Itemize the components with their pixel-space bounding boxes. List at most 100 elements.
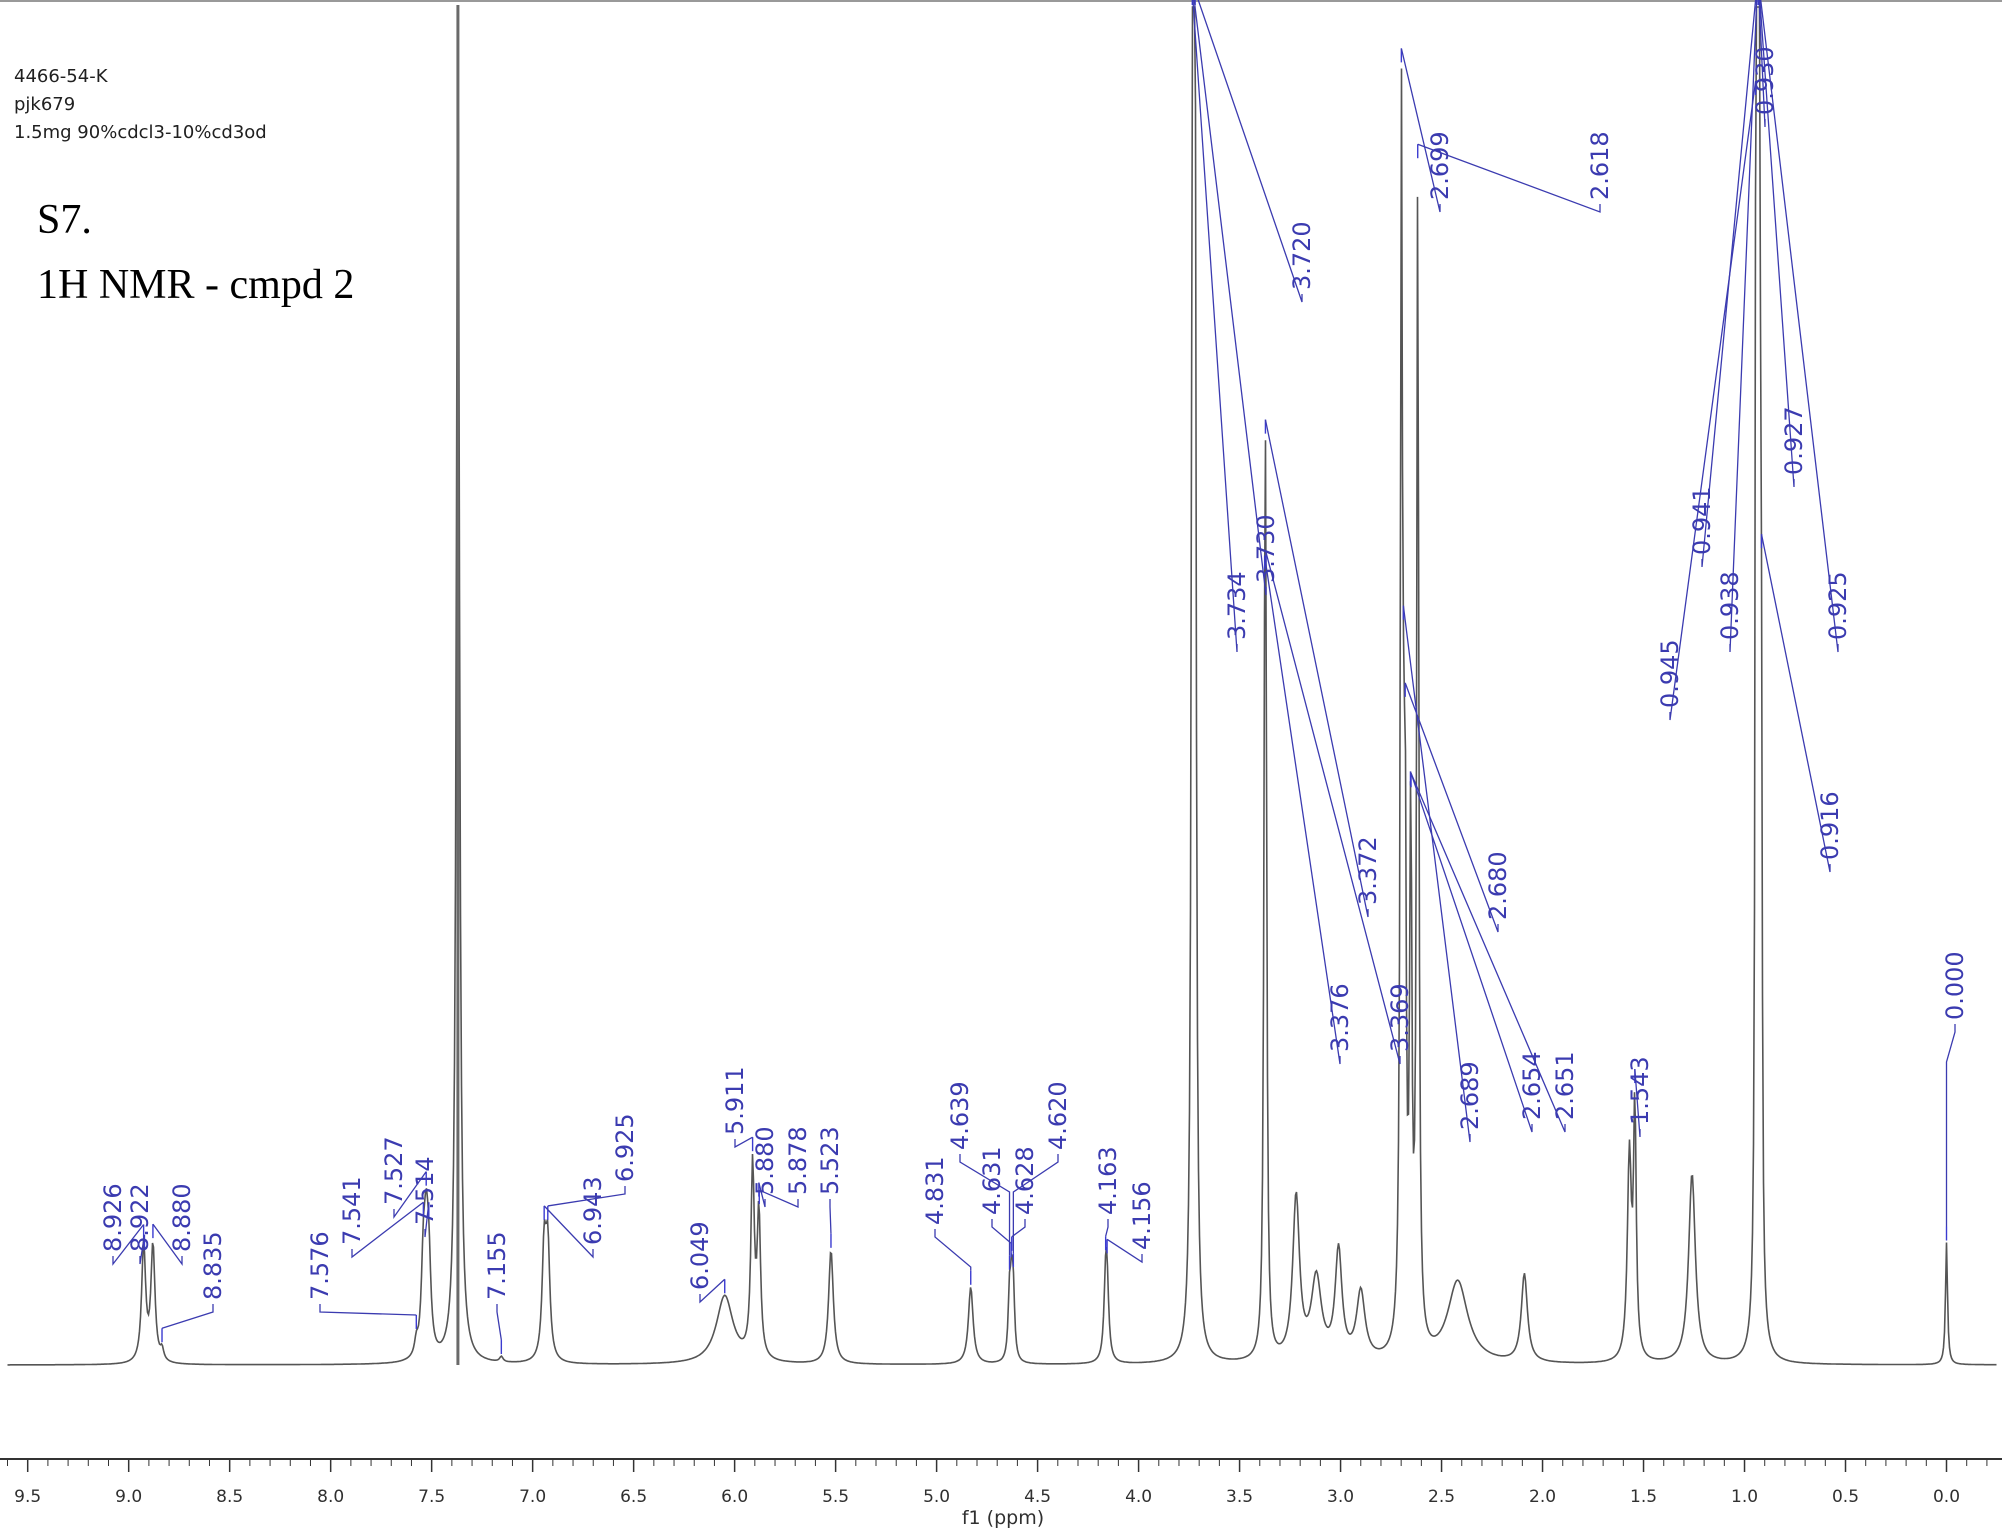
peak-label: 6.049 xyxy=(686,1221,714,1290)
peak-label: 2.680 xyxy=(1484,851,1512,920)
peak-label: 5.878 xyxy=(784,1126,812,1195)
spectrum-trace xyxy=(7,6,1997,1366)
peak-leader xyxy=(1409,771,1533,1133)
peak-label: 0.927 xyxy=(1780,406,1808,475)
peak-label: 3.720 xyxy=(1288,221,1316,290)
peak-leader xyxy=(1759,0,1795,488)
peak-leader xyxy=(699,1278,726,1304)
peak-label: 3.376 xyxy=(1326,983,1354,1052)
peak-label: 2.651 xyxy=(1551,1051,1579,1120)
x-tick-label: 7.0 xyxy=(519,1487,546,1507)
x-tick-label: 4.5 xyxy=(1024,1487,1051,1507)
peak-leader xyxy=(1758,0,1766,128)
peak-leader xyxy=(152,1223,183,1266)
peak-label: 8.880 xyxy=(168,1183,196,1252)
peak-leader xyxy=(1410,772,1566,1133)
x-tick-label: 3.0 xyxy=(1327,1487,1354,1507)
peak-leader xyxy=(1197,0,1303,303)
peak-leader xyxy=(112,1224,145,1266)
peak-leader xyxy=(1263,555,1341,1065)
peak-leader xyxy=(161,1304,214,1329)
peak-leader xyxy=(1669,80,1757,721)
peak-label: 3.369 xyxy=(1386,983,1414,1052)
x-axis-label: f1 (ppm) xyxy=(962,1507,1044,1529)
peak-leader xyxy=(1192,0,1238,653)
figure-label: S7. xyxy=(37,197,92,243)
peak-label: 7.527 xyxy=(380,1136,408,1205)
peak-label: 7.576 xyxy=(306,1231,334,1300)
peak-label: 2.654 xyxy=(1518,1051,1546,1120)
peak-leader xyxy=(1760,533,1831,873)
peak-label: 0.945 xyxy=(1656,639,1684,708)
x-tick-label: 2.5 xyxy=(1428,1487,1455,1507)
peak-label: 5.911 xyxy=(721,1066,749,1135)
peak-label: 4.620 xyxy=(1044,1081,1072,1150)
peak-label: 0.938 xyxy=(1716,571,1744,640)
peak-label: 4.631 xyxy=(978,1146,1006,1215)
peak-label: 8.926 xyxy=(99,1183,127,1252)
x-axis-ticks: 9.5 9.0 8.5 8.0 7.5 7.0 6.5 6.0 5.5 5.0 4.5 4.0 3.5 3… xyxy=(7,1459,1988,1507)
peak-label: 7.541 xyxy=(338,1176,366,1245)
peak-leader xyxy=(319,1304,417,1316)
peak-label: 5.880 xyxy=(751,1126,779,1195)
x-tick-label: 4.0 xyxy=(1125,1487,1152,1507)
peak-leader xyxy=(1404,682,1499,933)
peak-leader xyxy=(1011,1219,1026,1238)
peak-label: 3.730 xyxy=(1252,514,1280,583)
figure-title: 1H NMR - cmpd 2 xyxy=(37,262,354,308)
x-tick-label: 3.5 xyxy=(1226,1487,1253,1507)
peak-leader xyxy=(1106,1238,1143,1264)
peak-leader xyxy=(991,1219,1012,1244)
peak-label: 4.831 xyxy=(921,1156,949,1225)
peak-label: 5.523 xyxy=(816,1126,844,1195)
peak-leader xyxy=(547,1186,626,1207)
peak-leader xyxy=(1400,48,1441,213)
peak-label: 8.922 xyxy=(126,1183,154,1252)
peak-leader xyxy=(393,1171,427,1220)
peak-leader xyxy=(1701,0,1757,568)
x-tick-label: 2.0 xyxy=(1529,1487,1556,1507)
peak-leader xyxy=(1265,552,1401,1065)
peak-label: 8.835 xyxy=(199,1231,227,1300)
peak-label: 3.734 xyxy=(1223,571,1251,640)
notebook-code: pjk679 xyxy=(14,94,75,115)
x-tick-label: 8.5 xyxy=(216,1487,243,1507)
peak-label: 2.699 xyxy=(1426,131,1454,200)
peak-leader xyxy=(1945,1024,1956,1227)
x-tick-label: 9.5 xyxy=(14,1487,41,1507)
x-tick-label: 0.0 xyxy=(1933,1487,1960,1507)
x-tick-label: 8.0 xyxy=(317,1487,344,1507)
peak-label: 3.372 xyxy=(1354,836,1382,905)
peak-leader xyxy=(1264,419,1369,918)
peak-label: 4.163 xyxy=(1094,1146,1122,1215)
peak-label: 0.925 xyxy=(1824,571,1852,640)
peak-leader xyxy=(424,1202,430,1238)
x-tick-label: 5.5 xyxy=(822,1487,849,1507)
peak-leader xyxy=(1193,0,1267,596)
peak-leader xyxy=(759,1189,799,1208)
peak-leader xyxy=(1417,143,1601,213)
peak-leader xyxy=(959,1154,1011,1256)
x-tick-label: 5.0 xyxy=(923,1487,950,1507)
peak-label: 4.639 xyxy=(946,1081,974,1150)
peak-leader xyxy=(1729,0,1758,653)
peak-leader xyxy=(1634,1069,1641,1138)
x-tick-label: 0.5 xyxy=(1832,1487,1859,1507)
x-tick-label: 1.5 xyxy=(1630,1487,1657,1507)
peak-leader xyxy=(1760,0,1839,653)
peak-leader xyxy=(496,1304,502,1341)
x-tick-label: 7.5 xyxy=(418,1487,445,1507)
peak-leader xyxy=(1012,1154,1059,1254)
peak-leader xyxy=(829,1199,832,1234)
peak-label: 2.689 xyxy=(1456,1061,1484,1130)
peak-leader xyxy=(139,1234,146,1265)
peak-label: 4.628 xyxy=(1011,1146,1039,1215)
peak-label: 0.000 xyxy=(1941,951,1969,1020)
peak-label: 6.925 xyxy=(611,1113,639,1182)
peak-leader xyxy=(934,1229,972,1271)
x-tick-label: 1.0 xyxy=(1731,1487,1758,1507)
x-tick-label: 9.0 xyxy=(115,1487,142,1507)
peak-label: 7.514 xyxy=(411,1156,439,1225)
